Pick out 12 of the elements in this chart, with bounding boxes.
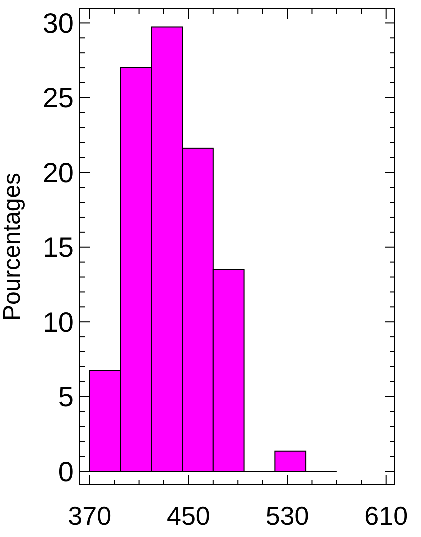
y-tick-label: 20 [42, 157, 74, 188]
x-tick-label: 450 [167, 501, 210, 531]
x-tick-label: 610 [364, 501, 408, 531]
y-axis-title: Pourcentages [0, 172, 26, 322]
y-tick-label: 5 [58, 382, 74, 413]
x-tick-label: 370 [68, 501, 112, 531]
y-tick-label: 10 [42, 306, 74, 338]
y-tick-label: 25 [42, 82, 74, 114]
x-tick-label: 530 [266, 501, 310, 531]
y-tick-label: 15 [42, 232, 74, 264]
y-tick-label: 30 [42, 8, 74, 39]
y-tick-label: 0 [58, 456, 74, 488]
